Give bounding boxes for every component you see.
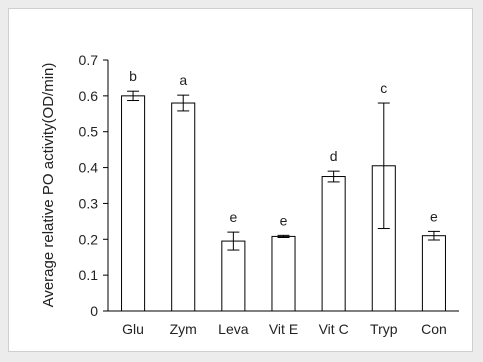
x-category-label: Con [421,321,447,337]
bar [121,95,146,312]
bar [271,235,296,312]
significance-letter: e [280,212,288,228]
x-category-label: Leva [218,321,249,337]
y-tick-label: 0.2 [79,231,99,247]
bar [221,240,246,312]
y-tick-label: 0.5 [79,124,99,140]
y-tick-label: 0 [90,303,98,319]
bar [171,102,196,312]
significance-letter: d [330,148,338,164]
x-category-label: Vit C [319,321,349,337]
bar [421,235,446,312]
x-category-label: Tryp [370,321,398,337]
y-tick-label: 0.7 [79,52,99,68]
significance-letter: e [229,209,237,225]
x-category-label: Vit E [269,321,298,337]
significance-letter: c [380,80,387,96]
significance-letter: e [430,208,438,224]
x-category-label: Zym [170,321,197,337]
y-axis-title: Average relative PO activity(OD/min) [40,63,57,308]
significance-letter: b [129,68,137,84]
x-category-label: Glu [122,321,144,337]
y-tick-label: 0.4 [79,160,99,176]
y-tick-label: 0.6 [79,88,99,104]
bar [321,176,346,312]
y-tick-label: 0.3 [79,195,99,211]
significance-letter: a [179,72,187,88]
y-tick-label: 0.1 [79,267,99,283]
